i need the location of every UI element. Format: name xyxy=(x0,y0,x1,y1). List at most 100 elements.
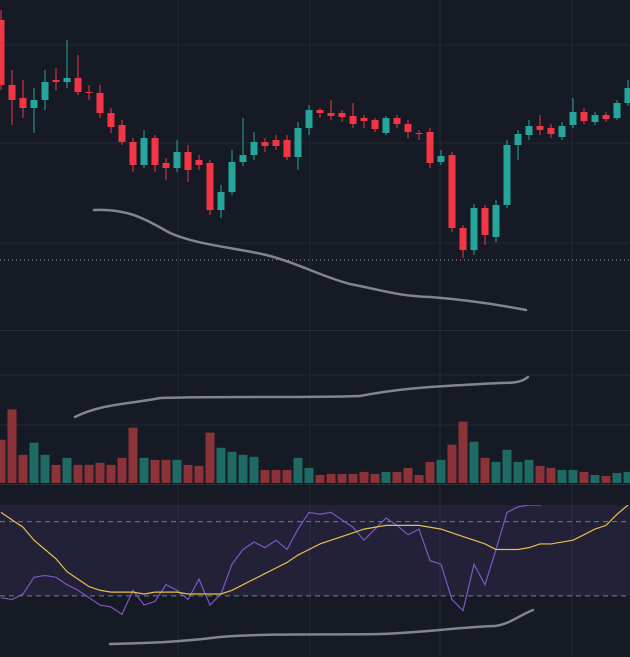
volume-bar xyxy=(359,471,369,483)
volume-bar xyxy=(139,457,149,483)
volume-bar xyxy=(150,459,160,483)
volume-bar xyxy=(40,454,50,483)
candle-body xyxy=(591,115,599,122)
volume-bar xyxy=(502,449,512,483)
candle-body xyxy=(437,156,445,162)
candle-body xyxy=(129,142,137,165)
volume-bar xyxy=(546,467,556,483)
candle-body xyxy=(294,128,302,157)
volume-bar xyxy=(579,471,589,483)
volume-bar xyxy=(568,469,578,483)
volume-bar xyxy=(249,456,259,483)
trend-drawing xyxy=(73,375,530,419)
volume-bar xyxy=(106,464,116,483)
candle-body xyxy=(0,20,5,85)
candle-body xyxy=(602,115,610,119)
candle-body xyxy=(404,124,412,132)
volume-bar xyxy=(117,457,127,483)
candle-body xyxy=(448,155,456,228)
volume-bar xyxy=(282,469,292,483)
volume-bar xyxy=(161,459,171,483)
candle-body xyxy=(536,126,544,130)
volume-bar xyxy=(95,462,105,483)
volume-bar xyxy=(238,454,248,483)
candle-body xyxy=(283,140,291,157)
volume-bar xyxy=(205,432,215,483)
volume-bar xyxy=(62,457,72,483)
volume-bar xyxy=(414,474,424,483)
volume-bar xyxy=(425,461,435,483)
candle-body xyxy=(151,138,159,165)
candle-body xyxy=(85,92,93,93)
candle-body xyxy=(426,132,434,163)
candle-body xyxy=(8,85,16,100)
volume-bar xyxy=(392,471,402,483)
volume-bar xyxy=(601,475,611,483)
volume-bar xyxy=(513,461,523,483)
volume-bar xyxy=(403,467,413,483)
volume-bar xyxy=(84,464,94,483)
volume-bar xyxy=(7,409,17,483)
candle-body xyxy=(349,116,357,124)
volume-bar xyxy=(480,457,490,483)
candle-body xyxy=(272,140,280,146)
volume-bar xyxy=(436,459,446,483)
volume-bar xyxy=(348,473,358,483)
candle-body xyxy=(393,118,401,124)
volume-bar xyxy=(612,472,622,483)
volume-bar xyxy=(381,471,391,483)
volume-bar xyxy=(128,427,138,483)
rsi-band xyxy=(0,505,630,596)
candle-body xyxy=(140,138,148,165)
candle-body xyxy=(382,118,390,133)
candle-body xyxy=(624,88,630,103)
trend-drawing xyxy=(92,208,528,312)
candle-body xyxy=(580,112,588,121)
pane xyxy=(0,505,630,616)
volume-bar xyxy=(260,469,270,483)
volume-bar xyxy=(535,465,545,483)
drawings xyxy=(73,208,535,646)
candle-body xyxy=(327,113,335,116)
candle-body xyxy=(228,162,236,192)
candle-body xyxy=(569,112,577,125)
candle-body xyxy=(481,208,489,235)
volume-bar xyxy=(194,465,204,483)
candle-body xyxy=(470,208,478,250)
volume-bar xyxy=(227,451,237,483)
candle-body xyxy=(173,152,181,168)
candle-body xyxy=(316,110,324,113)
volume-bar xyxy=(0,439,6,483)
volume-bar xyxy=(29,442,39,483)
volume-bar xyxy=(315,474,325,483)
candle-body xyxy=(415,133,423,134)
candle-body xyxy=(360,118,368,121)
candle-body xyxy=(250,142,258,155)
candle-body xyxy=(558,126,566,137)
candle-body xyxy=(492,205,500,237)
candle-body xyxy=(41,82,49,100)
volume-bar xyxy=(304,467,314,483)
pane xyxy=(0,409,630,483)
volume-bar xyxy=(370,473,380,483)
volume-bar xyxy=(524,459,534,483)
volume-bar xyxy=(51,464,61,483)
candle-body xyxy=(547,128,555,134)
volume-bar xyxy=(337,473,347,483)
candle-body xyxy=(338,113,346,117)
volume-bar xyxy=(271,469,281,483)
candle-body xyxy=(525,126,533,135)
volume-bar xyxy=(18,454,28,483)
candle-body xyxy=(162,163,170,168)
volume-bar xyxy=(447,444,457,483)
pane xyxy=(0,10,630,261)
candle-body xyxy=(217,192,225,210)
candle-body xyxy=(63,78,71,82)
candle-body xyxy=(305,110,313,128)
volume-bar xyxy=(557,469,567,483)
candle-body xyxy=(184,152,192,170)
candle-body xyxy=(19,98,27,108)
